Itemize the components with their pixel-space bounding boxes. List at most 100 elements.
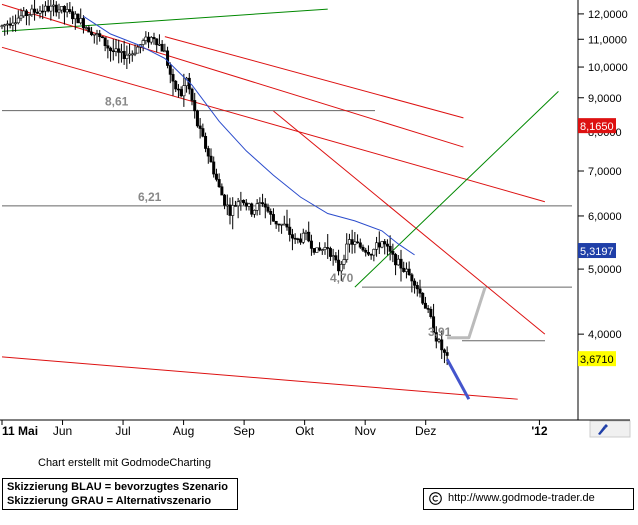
candle-body [277, 223, 281, 226]
candle-body [269, 211, 273, 215]
candle-body [24, 10, 28, 16]
candle-body [95, 33, 99, 35]
candle-body [418, 288, 422, 294]
price-badge-label: 8,1650 [580, 121, 614, 133]
candle-body [168, 65, 172, 75]
candle-body [353, 241, 357, 245]
candle-body [394, 254, 398, 266]
moving-average-line [83, 15, 415, 256]
candle-body [331, 255, 335, 257]
candle-body [377, 242, 381, 248]
candle-body [147, 36, 151, 43]
candle-body [195, 110, 199, 127]
candle-body [223, 194, 227, 206]
candle-body [46, 5, 50, 12]
price-badge [578, 243, 616, 259]
legend-gray-text: Skizzierung GRAU = Alternativszenario [7, 495, 212, 507]
y-tick-label: 11,0000 [588, 34, 627, 46]
candle-body [440, 339, 444, 351]
candle-body [312, 248, 316, 253]
website-url: http://www.godmode-trader.de [448, 492, 595, 504]
x-tick-label: Sep [233, 424, 255, 438]
candle-body [43, 5, 47, 12]
candle-body [171, 74, 175, 82]
candle-body [111, 50, 115, 53]
candle-body [5, 23, 9, 26]
candle-body [350, 239, 354, 245]
candle-body [421, 292, 425, 304]
candle-body [296, 238, 300, 241]
candle-body [16, 17, 20, 24]
candle-body [81, 18, 85, 29]
candle-body [228, 204, 232, 216]
candle-body [244, 202, 248, 207]
y-tick-label: 4,0000 [588, 329, 622, 341]
level-labels: 8,61 6,21 4,70 3,91 [105, 95, 452, 339]
scenario-paths [445, 286, 487, 400]
candle-body [174, 80, 178, 90]
candle-body [334, 255, 338, 261]
candle-body [35, 12, 39, 14]
plot-background [0, 0, 578, 420]
candle-body [30, 8, 34, 15]
candle-body [261, 202, 265, 205]
x-tick-label: Aug [173, 424, 194, 438]
level-label: 4,70 [330, 271, 354, 285]
candle-body [103, 37, 107, 47]
candle-body [396, 258, 400, 266]
candle-body [399, 258, 403, 269]
candle-body [60, 6, 64, 11]
candle-body [117, 48, 121, 53]
candle-body [114, 48, 118, 52]
candle-body [79, 18, 83, 24]
website-link[interactable]: http://www.godmode-trader.de [423, 488, 634, 510]
candle-body [166, 50, 170, 66]
candle-body [364, 249, 368, 253]
candle-body [220, 186, 224, 196]
candle-body [391, 251, 395, 255]
candle-body [380, 241, 384, 248]
candle-body [285, 223, 289, 228]
candle-body [217, 179, 221, 188]
pen-tool-icon[interactable] [589, 420, 631, 438]
candle-body [299, 238, 303, 243]
candle-body [239, 199, 243, 203]
candle-body [402, 267, 406, 272]
level-label: 3,91 [428, 325, 452, 339]
candle-body [231, 205, 235, 216]
candle-body [8, 23, 12, 26]
candle-body [71, 11, 75, 20]
candle-body [57, 9, 61, 13]
candle-body [193, 100, 197, 112]
candle-body [432, 316, 436, 333]
candle-body [415, 285, 419, 290]
candle-body [41, 10, 45, 13]
level-label: 8,61 [105, 95, 129, 109]
trendline [1, 8, 328, 32]
candle-body [201, 128, 205, 137]
candles [0, 0, 449, 366]
price-badge [578, 118, 616, 134]
candle-body [149, 37, 153, 43]
trendline [354, 90, 559, 288]
candle-body [404, 268, 408, 272]
candle-body [280, 223, 284, 226]
candle-body [328, 248, 332, 257]
candle-body [442, 349, 446, 353]
candle-body [62, 6, 66, 13]
candle-body [3, 24, 7, 27]
candle-body [383, 241, 387, 245]
candle-body [326, 247, 330, 249]
scenario-legend: Skizzierung BLAU = bevorzugtes Szenario … [2, 478, 238, 510]
price-badge [578, 351, 616, 367]
candle-body [274, 220, 278, 225]
y-tick-label: 10,0000 [588, 62, 628, 74]
candle-body [179, 89, 183, 97]
candle-body [347, 239, 351, 245]
candle-body [155, 38, 159, 46]
trendlines [1, 3, 559, 400]
y-tick-label: 6,0000 [588, 211, 622, 223]
candle-body [423, 302, 427, 309]
y-tick-label: 12,0000 [588, 9, 628, 21]
candle-body [206, 148, 210, 157]
